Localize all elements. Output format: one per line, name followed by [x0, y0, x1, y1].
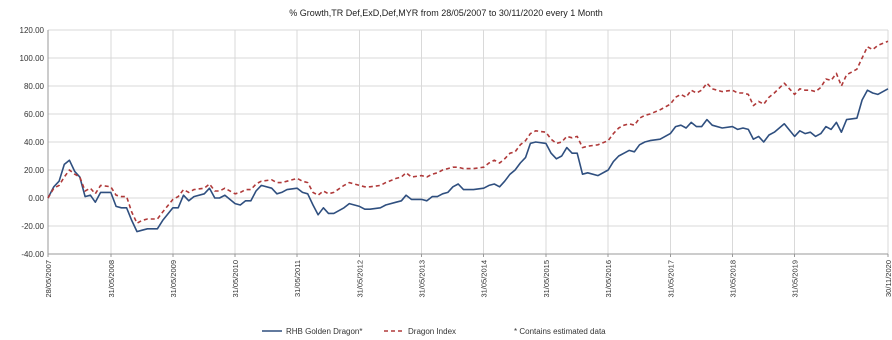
x-tick-label: 31/05/2016 — [604, 260, 613, 298]
x-tick-label: 31/05/2008 — [107, 260, 116, 298]
legend-footnote: * Contains estimated data — [514, 327, 606, 336]
series-line-dragon-index — [47, 40, 889, 224]
y-tick-label: 60.00 — [24, 110, 45, 119]
x-tick-label: 31/05/2017 — [666, 260, 675, 298]
y-tick-label: 120.00 — [20, 26, 45, 35]
x-axis-tick-labels: 28/05/2007 31/05/2008 31/05/2009 31/05/2010… — [44, 260, 892, 298]
y-tick-label: -20.00 — [21, 222, 44, 231]
x-tick-label: 31/05/2015 — [542, 260, 551, 298]
x-tick-label: 28/05/2007 — [44, 260, 53, 298]
x-tick-label: 31/05/2013 — [418, 260, 427, 298]
y-tick-label: 80.00 — [24, 82, 45, 91]
x-tick-label: 31/05/2018 — [728, 260, 737, 298]
series-line-rhb-golden-dragon — [47, 88, 889, 233]
y-axis-tick-labels: 120.00 100.00 80.00 60.00 40.00 20.00 0.00 -20.… — [20, 26, 45, 259]
gridlines — [47, 29, 889, 255]
chart-title: % Growth,TR Def,ExD,Def,MYR from 28/05/2… — [289, 8, 602, 18]
x-tick-label: 31/05/2009 — [169, 260, 178, 298]
y-tick-label: 40.00 — [24, 138, 45, 147]
y-tick-label: 100.00 — [20, 54, 45, 63]
x-tick-label: 31/05/2012 — [355, 260, 364, 298]
y-tick-label: 0.00 — [28, 194, 44, 203]
x-tick-label: 31/05/2019 — [791, 260, 800, 298]
series-lines — [47, 40, 889, 233]
x-tick-label: 31/05/2010 — [231, 260, 240, 298]
y-tick-label: -40.00 — [21, 250, 44, 259]
axes — [47, 30, 889, 257]
x-tick-label: 31/05/2011 — [293, 260, 302, 297]
legend: RHB Golden Dragon* Dragon Index * Contai… — [262, 327, 606, 336]
x-tick-label: 31/05/2014 — [480, 260, 489, 298]
legend-label-rhb-golden-dragon: RHB Golden Dragon* — [286, 327, 362, 336]
y-tick-label: 20.00 — [24, 166, 45, 175]
x-tick-label: 30/11/2020 — [884, 260, 892, 297]
legend-label-dragon-index: Dragon Index — [408, 327, 456, 336]
